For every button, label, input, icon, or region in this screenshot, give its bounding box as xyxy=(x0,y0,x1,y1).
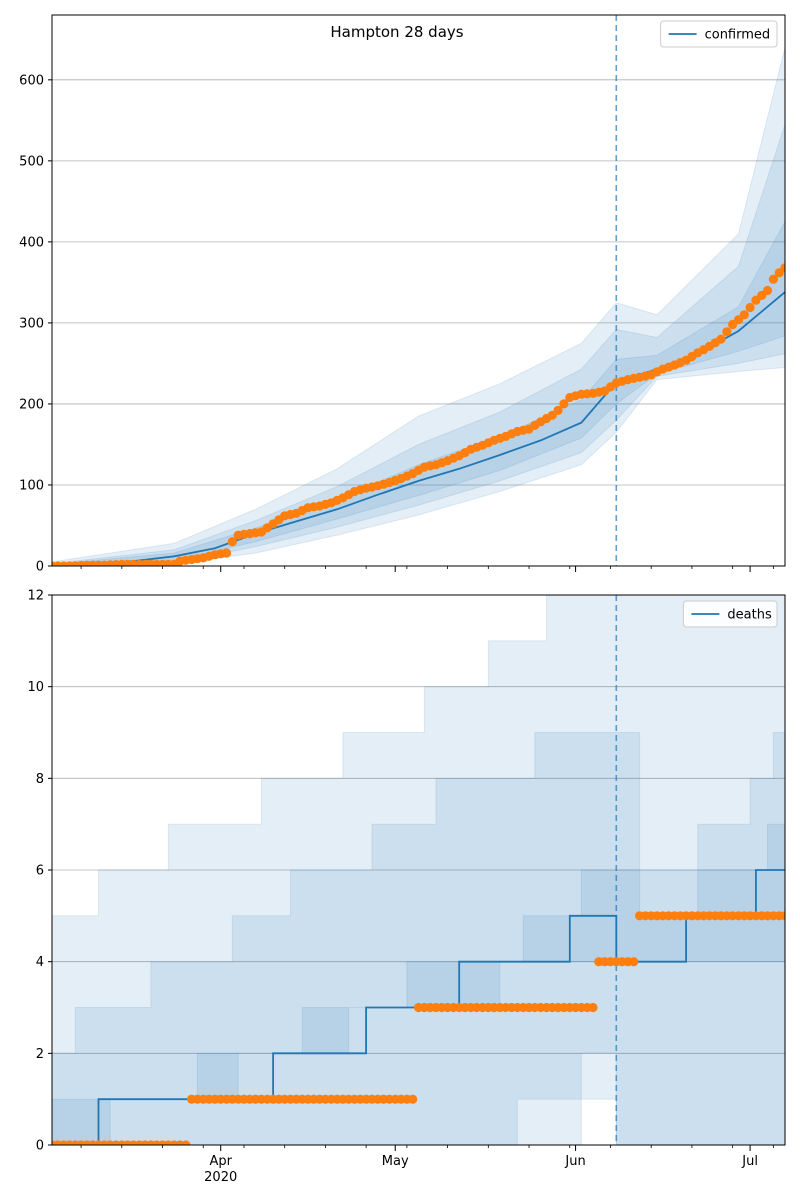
plot-area xyxy=(52,595,785,1145)
x-tick-label: Apr xyxy=(209,1154,232,1169)
legend-box xyxy=(660,20,778,48)
y-tick-label: 0 xyxy=(36,1139,44,1154)
y-tick-label: 200 xyxy=(19,397,44,412)
confidence-band-outer xyxy=(52,47,785,566)
y-tick-label: 600 xyxy=(19,73,44,88)
observed-point xyxy=(722,327,732,337)
observed-point xyxy=(768,274,779,284)
observed-point xyxy=(588,1002,598,1013)
observed-point xyxy=(745,302,755,313)
confirmed-panel: Hampton 28 days 0 100 200 300 400 500 600 confi… xyxy=(19,14,786,575)
y-tick-label: 4 xyxy=(36,955,44,970)
confidence-band-middle xyxy=(52,732,785,1145)
observed-point xyxy=(762,285,773,296)
chart-title: Hampton 28 days xyxy=(330,23,463,41)
legend: deaths xyxy=(682,600,778,628)
legend-label: confirmed xyxy=(705,28,771,43)
confidence-band-middle xyxy=(52,124,785,566)
observed-point xyxy=(559,399,569,409)
y-tick-label: 6 xyxy=(36,864,44,879)
y-tick-label: 10 xyxy=(27,680,44,695)
observed-point xyxy=(227,537,237,547)
y-tick-label: 100 xyxy=(19,478,44,493)
observed-point xyxy=(780,911,785,921)
y-tick-label: 2 xyxy=(36,1047,44,1062)
plot-area xyxy=(52,15,785,566)
x-tick-sublabel: 2020 xyxy=(204,1170,237,1185)
y-tick-label: 400 xyxy=(19,235,44,250)
observed-point xyxy=(780,263,785,273)
confidence-band-inner xyxy=(52,221,785,566)
x-tick-label: Jul xyxy=(741,1154,758,1169)
y-tick-label: 500 xyxy=(19,154,44,169)
y-tick-label: 12 xyxy=(27,589,44,604)
plot-frame xyxy=(51,14,786,567)
confidence-band-outer xyxy=(52,595,785,1145)
legend-label: deaths xyxy=(727,608,772,623)
legend-box xyxy=(682,600,778,628)
legend: confirmed xyxy=(660,20,778,48)
y-tick-label: 300 xyxy=(19,316,44,331)
confidence-band-inner xyxy=(52,823,785,1145)
observed-point xyxy=(221,548,232,558)
observed-point xyxy=(739,310,749,320)
x-tick-label: Jun xyxy=(564,1154,585,1169)
observed-point xyxy=(553,405,563,415)
observed-point xyxy=(408,1094,418,1104)
observed-point xyxy=(716,334,726,344)
observed-point xyxy=(629,957,639,967)
y-tick-label: 0 xyxy=(36,560,44,575)
y-tick-label: 8 xyxy=(36,772,44,787)
observed-point xyxy=(181,1140,191,1145)
x-tick-label: May xyxy=(382,1154,409,1169)
